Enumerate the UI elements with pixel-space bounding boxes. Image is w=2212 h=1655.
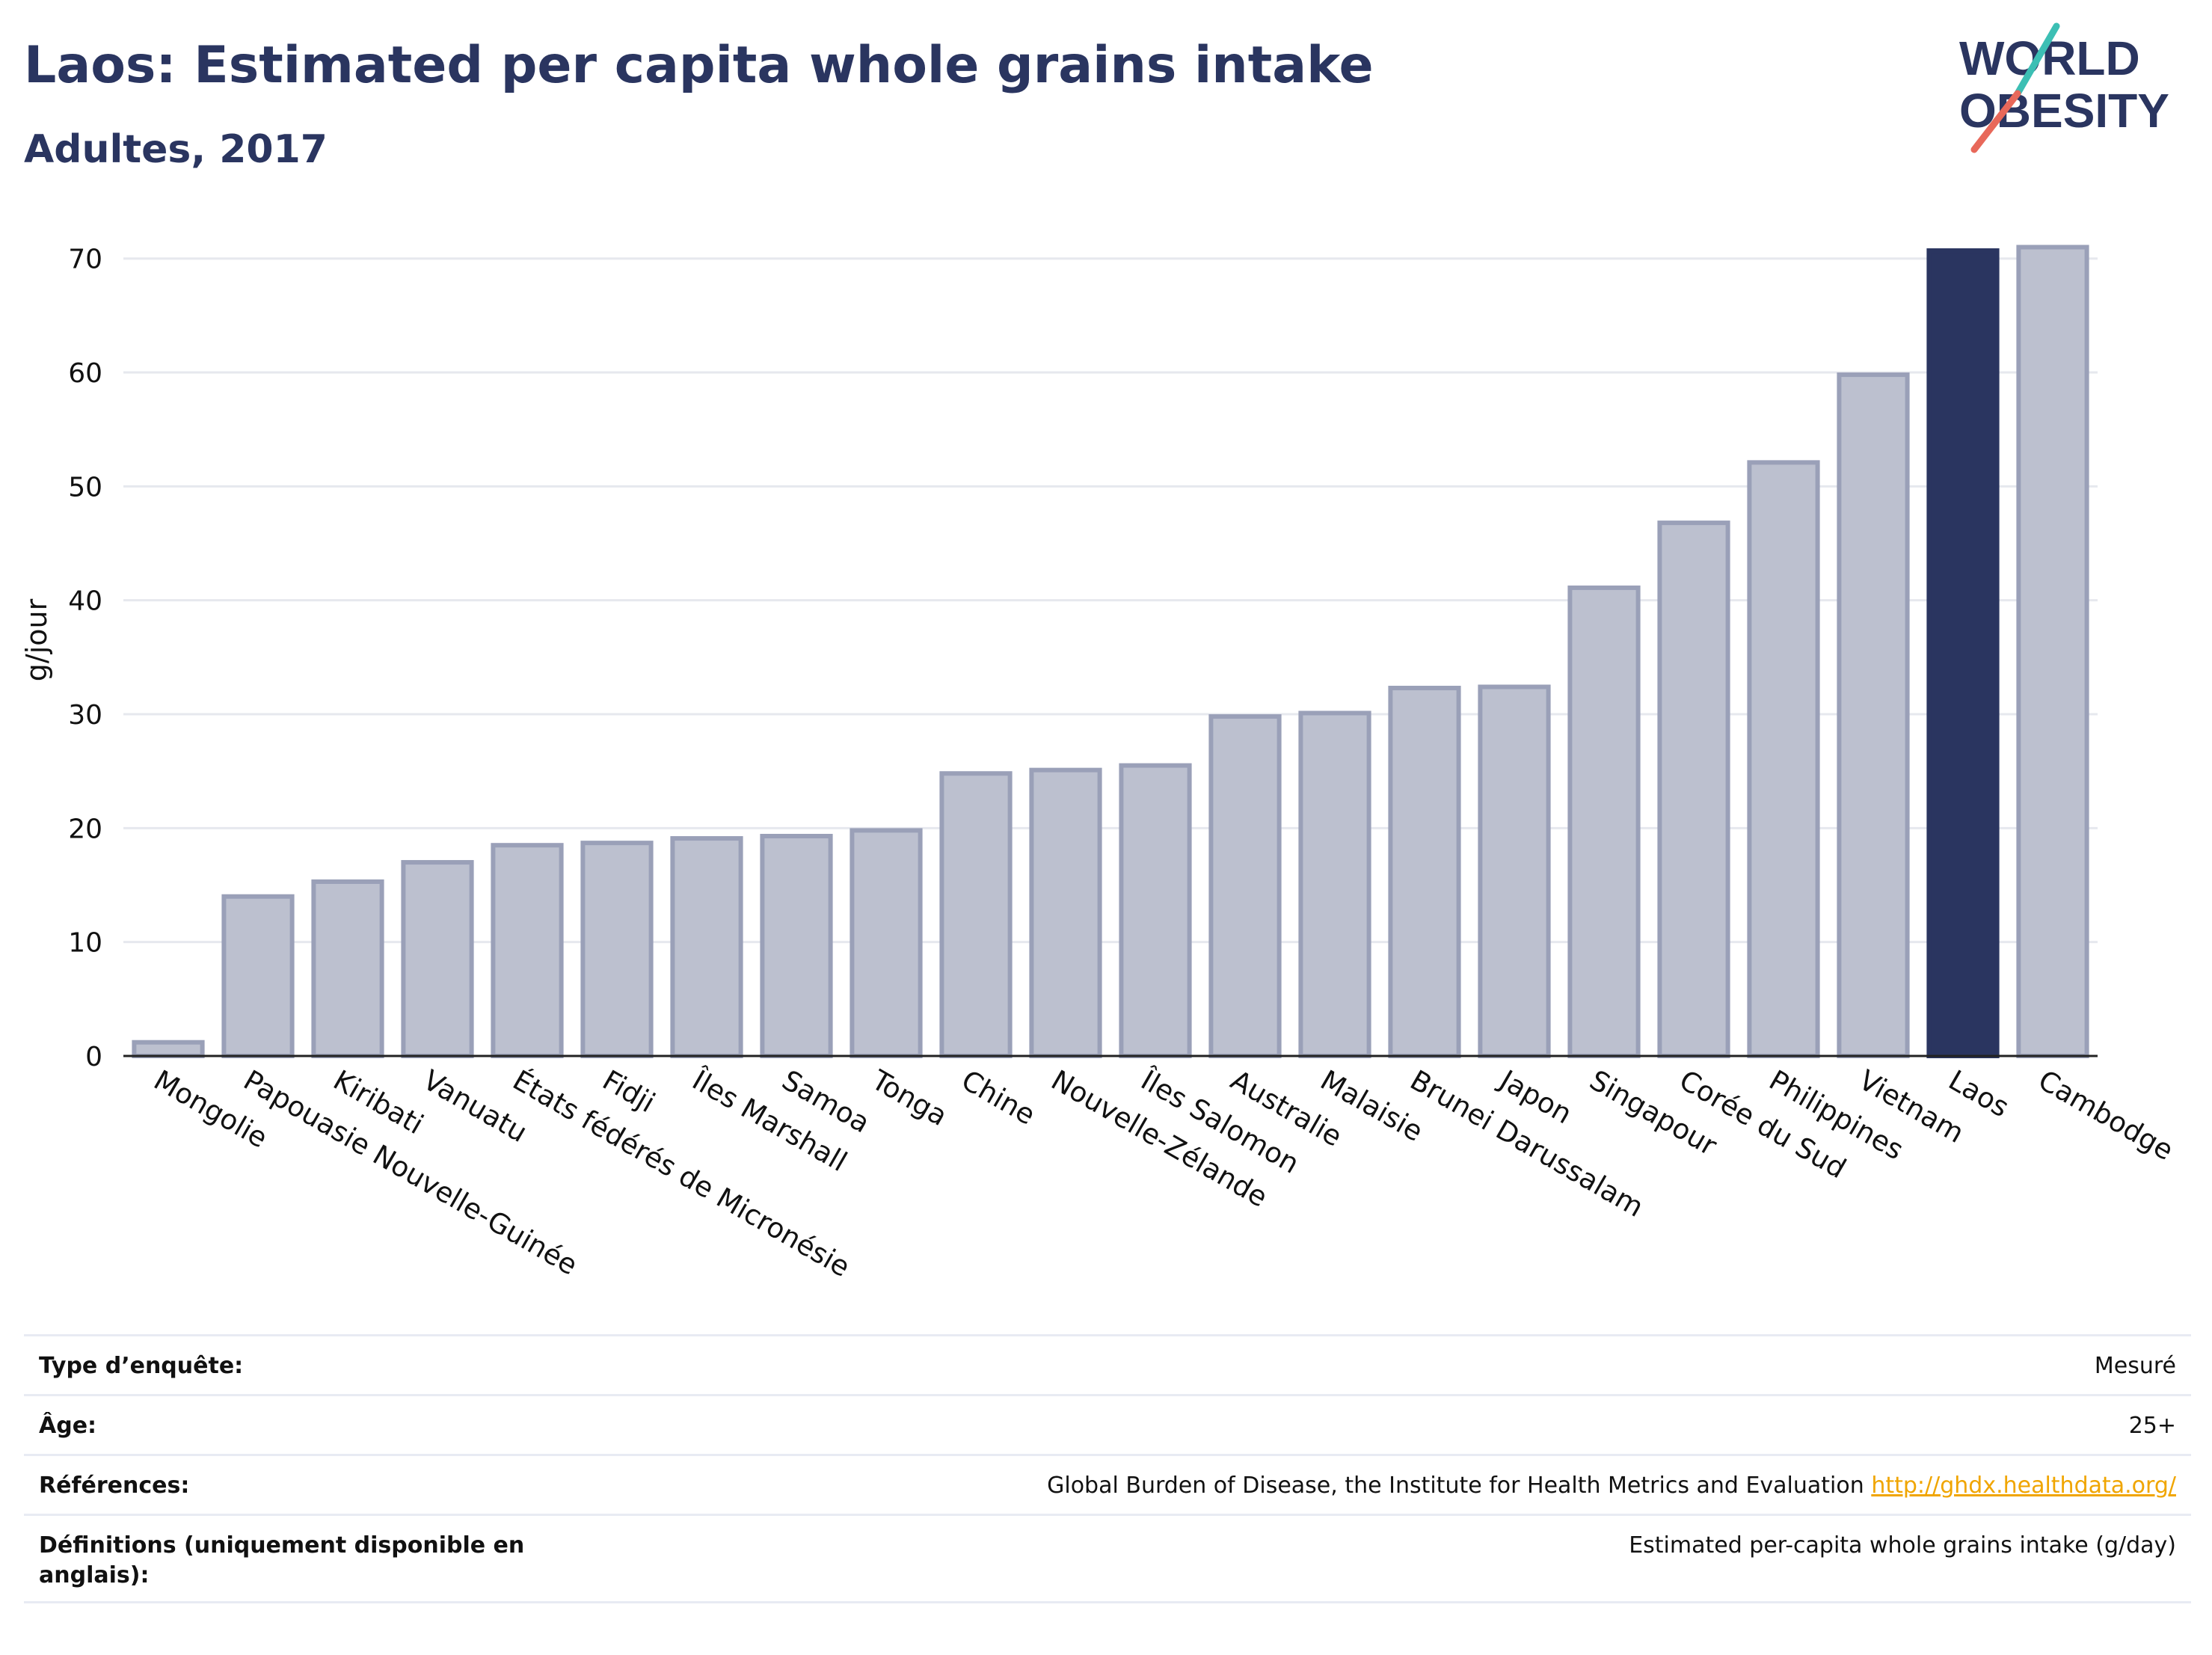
bar-samoa	[760, 834, 833, 1058]
info-value: Estimated per-capita whole grains intake…	[1629, 1532, 2176, 1559]
bar-nouvelle-z-lande	[1029, 767, 1102, 1058]
world-obesity-logo: WORLD OBESITY	[1944, 22, 2199, 157]
info-label: Âge:	[39, 1413, 97, 1439]
bar-mongolie	[132, 1040, 205, 1059]
y-tick-label: 10	[68, 928, 102, 959]
info-row: Type d’enquête: Mesuré	[24, 1334, 2191, 1394]
y-tick-label: 70	[68, 245, 102, 275]
bar-malaisie	[1298, 710, 1371, 1058]
bar-cambodge	[2016, 245, 2089, 1059]
bar-philippines	[1747, 460, 1820, 1058]
reference-link[interactable]: http://ghdx.healthdata.org/	[1871, 1473, 2176, 1499]
y-tick-label: 50	[68, 472, 102, 503]
chart-subtitle: Adultes, 2017	[24, 127, 328, 172]
x-tick-label: Fidji	[597, 1064, 661, 1120]
bar--tats-f-d-r-s-de-micron-sie	[491, 843, 564, 1058]
info-value: Mesuré	[2094, 1353, 2176, 1379]
bar-vanuatu	[401, 860, 474, 1058]
bar-laos	[1926, 248, 2000, 1058]
info-row: Âge: 25+	[24, 1394, 2191, 1454]
bar-papouasie-nouvelle-guin-e	[221, 894, 295, 1059]
info-value: 25+	[2128, 1413, 2176, 1439]
bar-japon	[1478, 684, 1551, 1058]
bar--les-marshall	[670, 836, 743, 1058]
y-tick-label: 40	[68, 586, 102, 617]
x-tick-label: Tonga	[866, 1063, 953, 1132]
y-tick-label: 60	[68, 358, 102, 389]
y-tick-label: 20	[68, 814, 102, 844]
y-tick-label: 0	[85, 1042, 102, 1072]
bar-tonga	[850, 828, 923, 1058]
info-row: Définitions (uniquement disponible en an…	[24, 1514, 2191, 1603]
bar-chine	[939, 771, 1013, 1058]
x-tick-label: Chine	[956, 1064, 1041, 1132]
y-tick-label: 30	[68, 700, 102, 731]
bar-vietnam	[1837, 372, 1910, 1058]
info-label: Références:	[39, 1473, 190, 1499]
info-label: Définitions (uniquement disponible en an…	[39, 1532, 525, 1588]
bar-fidji	[580, 841, 654, 1058]
chart-title: Laos: Estimated per capita whole grains …	[24, 36, 1374, 95]
info-row: Références: Global Burden of Disease, the…	[24, 1454, 2191, 1514]
info-table: Type d’enquête: Mesuré Âge: 25+ Références: G…	[24, 1334, 2191, 1603]
y-axis-label: g/jour	[20, 598, 53, 681]
bars	[132, 245, 2089, 1059]
bar-kiribati	[311, 879, 384, 1059]
bar-brunei-darussalam	[1388, 685, 1461, 1058]
bar--les-salomon	[1119, 763, 1192, 1058]
y-axis: 0 10 20 30 40 50 60 70	[68, 245, 2098, 1072]
info-value: Global Burden of Disease, the Institute …	[1047, 1473, 2176, 1499]
bar-cor-e-du-sud	[1657, 521, 1730, 1058]
bar-australie	[1208, 714, 1282, 1059]
x-tick-label: Cambodge	[2033, 1064, 2179, 1167]
info-label: Type d’enquête:	[39, 1353, 244, 1379]
bar-singapour	[1567, 585, 1641, 1058]
